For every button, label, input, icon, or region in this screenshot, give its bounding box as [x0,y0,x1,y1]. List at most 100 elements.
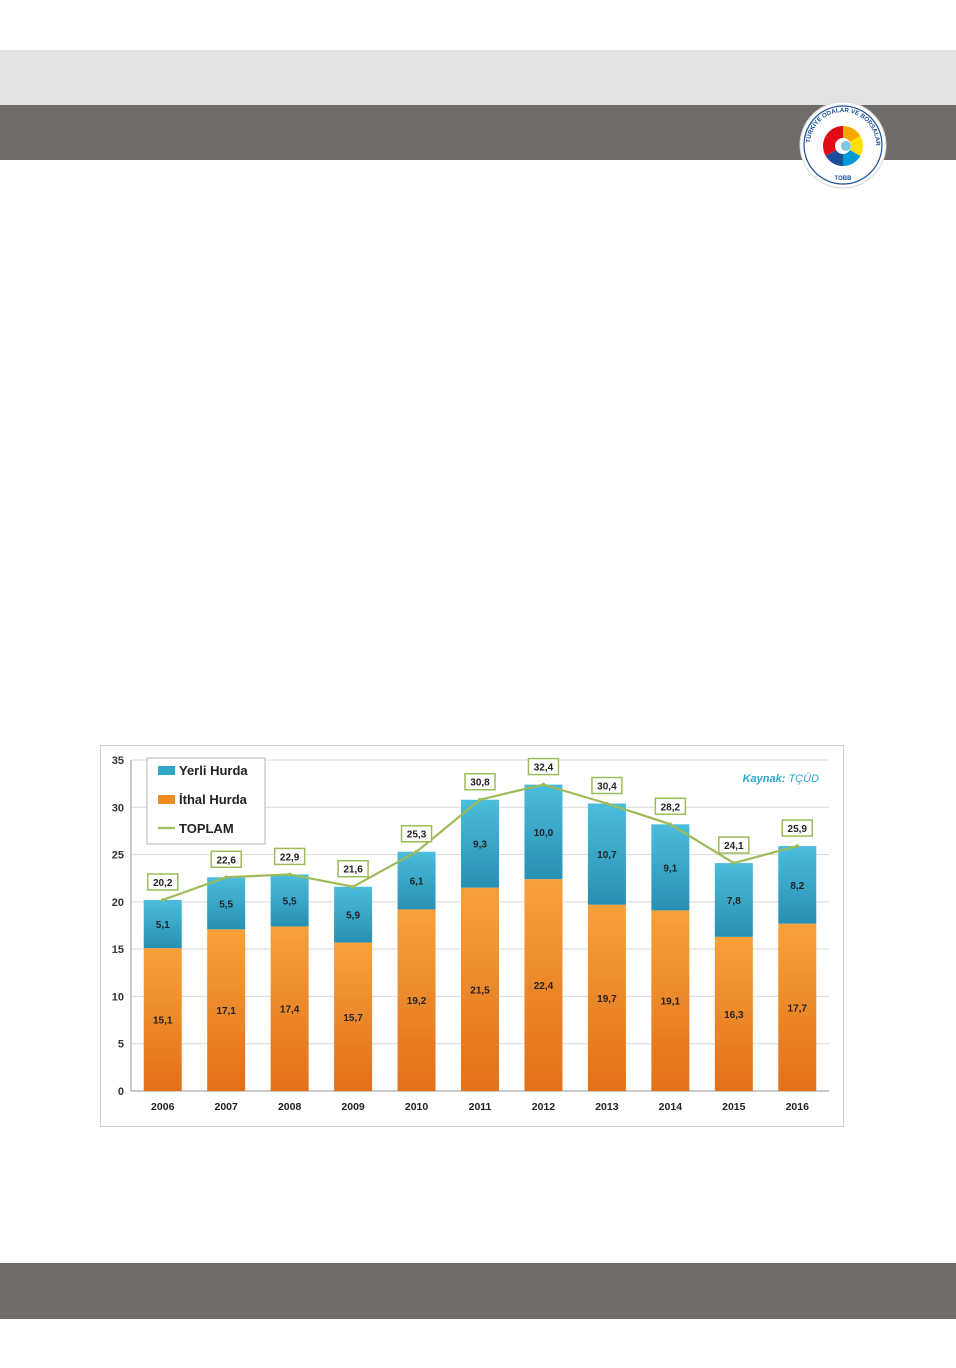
legend-label-toplam: TOPLAM [179,821,234,836]
x-tick-label: 2015 [722,1101,746,1113]
x-tick-label: 2008 [278,1101,302,1113]
source-value: TÇÜD [785,773,819,785]
data-label-yerli: 5,1 [156,920,170,931]
bar-ithal-hurda [587,904,626,1091]
toplam-label-box [400,824,433,843]
toplam-label-box [273,847,306,866]
data-label-yerli: 8,2 [790,881,804,892]
stacked-bar-chart: 0 5 10 15 20 25 30 35 15,1 5,1 2006 17,1 5,5 2007 17,4… [112,755,829,1113]
toplam-label-box [337,859,369,878]
toplam-label: 22,9 [280,852,300,863]
x-tick-label: 2007 [215,1101,239,1113]
legend-label-yerli: Yerli Hurda [179,763,248,778]
legend-swatch-ithal [158,795,175,804]
y-tick-label: 30 [112,802,124,814]
toplam-label: 21,6 [343,865,363,876]
bar-yerli-hurda [461,799,499,888]
toplam-label: 30,8 [470,778,490,789]
bar-yerli-hurda [270,874,309,927]
bar-ithal-hurda [524,879,563,1091]
toplam-point [478,797,482,802]
data-label-yerli: 5,9 [346,911,360,922]
toplam-point [605,801,609,806]
toplam-label: 22,6 [216,855,236,866]
y-tick-label: 10 [112,991,124,1003]
toplam-point [795,844,800,848]
bar-ithal-hurda [397,909,436,1091]
x-tick-label: 2010 [405,1101,429,1113]
data-label-ithal: 19,7 [597,994,617,1005]
logo-acronym: TOBB [835,176,853,182]
bar-yerli-hurda [143,899,182,949]
toplam-label: 32,4 [534,763,554,774]
header-band-light [0,50,956,105]
toplam-label: 25,9 [788,824,808,835]
toplam-label-box [781,819,814,837]
toplam-point [732,861,736,865]
bar-ithal-hurda [143,948,182,1091]
data-label-ithal: 17,7 [788,1003,808,1014]
bar-yerli-hurda [651,824,690,911]
data-label-ithal: 22,4 [534,981,554,992]
bar-ithal-hurda [207,929,246,1091]
bar-ithal-hurda [270,926,309,1091]
data-label-ithal: 17,1 [216,1006,236,1017]
chart-frame: 0 5 10 15 20 25 30 35 15,1 5,1 2006 17,1 5,5 2007 17,4… [100,745,844,1127]
logo-emblem [823,126,863,166]
toplam-label: 20,2 [153,878,173,889]
x-tick-label: 2009 [341,1101,365,1113]
data-label-ithal: 21,5 [470,985,490,996]
x-tick-label: 2013 [595,1101,619,1113]
data-label-ithal: 19,1 [661,997,681,1008]
toplam-label: 30,4 [597,782,617,793]
toplam-point [160,898,165,902]
x-tick-label: 2014 [659,1101,683,1113]
toplam-label-box [464,772,496,791]
bar-yerli-hurda [524,784,563,880]
data-label-ithal: 15,7 [343,1013,363,1024]
bar-ithal-hurda [334,942,373,1091]
toplam-label-box [146,873,179,891]
x-tick-label: 2016 [786,1101,810,1113]
data-label-yerli: 7,8 [727,896,741,907]
bar-ithal-hurda [714,936,753,1091]
data-label-yerli: 9,3 [473,840,487,851]
bar-ithal-hurda [778,923,817,1091]
data-label-ithal: 17,4 [280,1005,300,1016]
bar-yerli-hurda [714,863,753,937]
source-label: Kaynak: [743,773,786,785]
logo-ring [803,105,883,185]
x-tick-label: 2006 [151,1101,175,1113]
toplam-label-box [654,797,687,816]
toplam-point [414,849,419,854]
legend-swatch-yerli [158,766,175,775]
toplam-point [351,884,355,889]
bar-ithal-hurda [461,887,499,1091]
data-label-yerli: 5,5 [283,896,297,907]
toplam-point [287,872,292,877]
y-tick-label: 25 [112,850,124,862]
y-tick-label: 5 [118,1039,124,1051]
x-tick-label: 2012 [532,1101,556,1113]
data-label-ithal: 15,1 [153,1016,173,1027]
toplam-label-box [527,757,560,776]
data-label-ithal: 19,2 [407,996,427,1007]
bar-ithal-hurda [651,910,690,1091]
data-label-yerli: 6,1 [410,877,424,888]
data-label-yerli: 10,0 [534,828,554,839]
header-band-dark [0,105,956,160]
x-tick-label: 2011 [469,1101,492,1113]
bar-yerli-hurda [397,851,436,910]
legend-label-ithal: İthal Hurda [179,792,248,807]
data-label-yerli: 9,1 [663,863,677,874]
data-label-ithal: 16,3 [724,1010,744,1021]
toplam-point [541,782,546,787]
toplam-label: 24,1 [724,841,744,852]
footer-band [0,1263,956,1319]
data-label-yerli: 10,7 [597,850,617,861]
source-note: Kaynak: TÇÜD [743,773,819,785]
tobb-logo: TÜRKİYE ODALAR VE BORSALAR BİRLİĞİ TOBB [796,94,888,190]
toplam-label: 28,2 [661,802,681,813]
bar-yerli-hurda [587,803,626,905]
y-tick-label: 0 [118,1086,124,1098]
